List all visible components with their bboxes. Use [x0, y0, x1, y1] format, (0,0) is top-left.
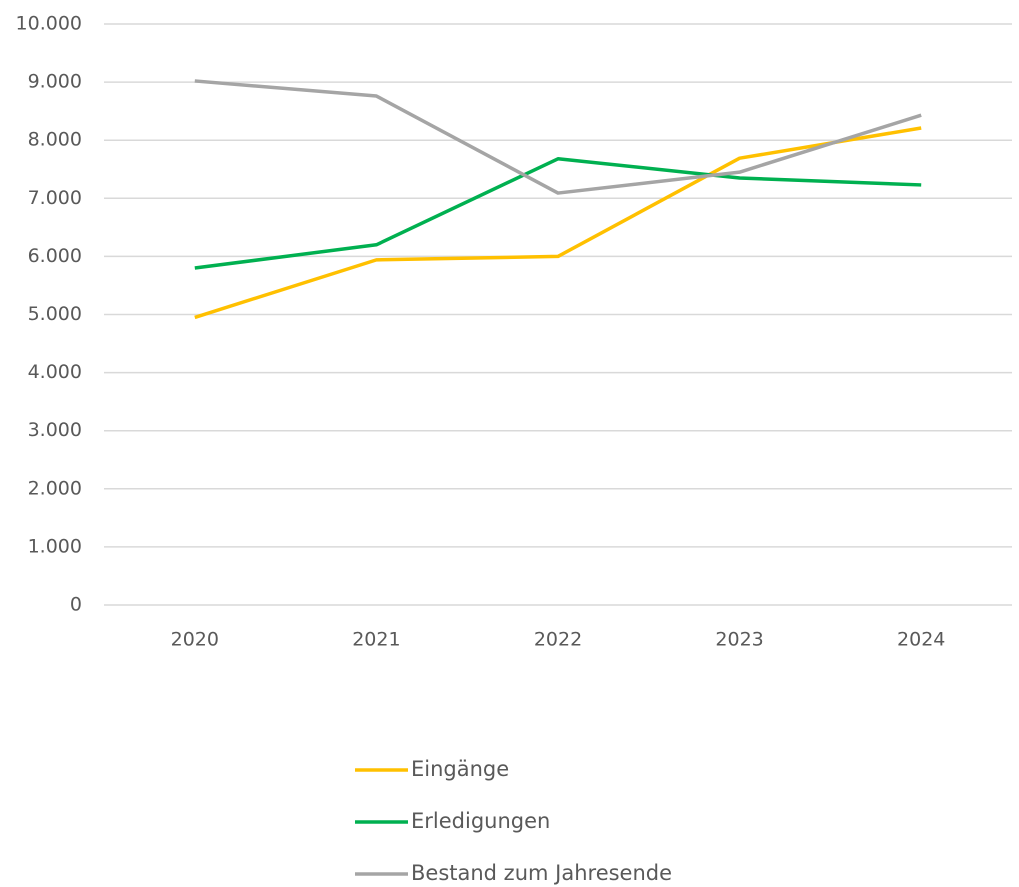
y-tick-label: 9.000: [28, 71, 82, 93]
x-tick-label: 2022: [534, 629, 582, 651]
series-line: [194, 79, 922, 195]
y-tick-label: 1.000: [28, 535, 82, 557]
legend-label: Bestand zum Jahresende: [411, 861, 672, 885]
y-tick-label: 10.000: [16, 13, 82, 35]
legend-label: Eingänge: [411, 757, 509, 781]
y-tick-label: 4.000: [28, 361, 82, 383]
y-tick-label: 0: [70, 594, 82, 616]
series-line: [194, 126, 922, 320]
x-tick-label: 2024: [897, 629, 945, 651]
y-tick-label: 2.000: [28, 477, 82, 499]
y-tick-label: 5.000: [28, 303, 82, 325]
y-tick-label: 8.000: [28, 129, 82, 151]
x-tick-label: 2023: [715, 629, 763, 651]
y-tick-label: 3.000: [28, 419, 82, 441]
x-tick-label: 2020: [171, 629, 219, 651]
series-line: [194, 157, 922, 270]
y-tick-label: 7.000: [28, 187, 82, 209]
legend-label: Erledigungen: [411, 809, 550, 833]
x-tick-label: 2021: [352, 629, 400, 651]
y-tick-label: 6.000: [28, 245, 82, 267]
